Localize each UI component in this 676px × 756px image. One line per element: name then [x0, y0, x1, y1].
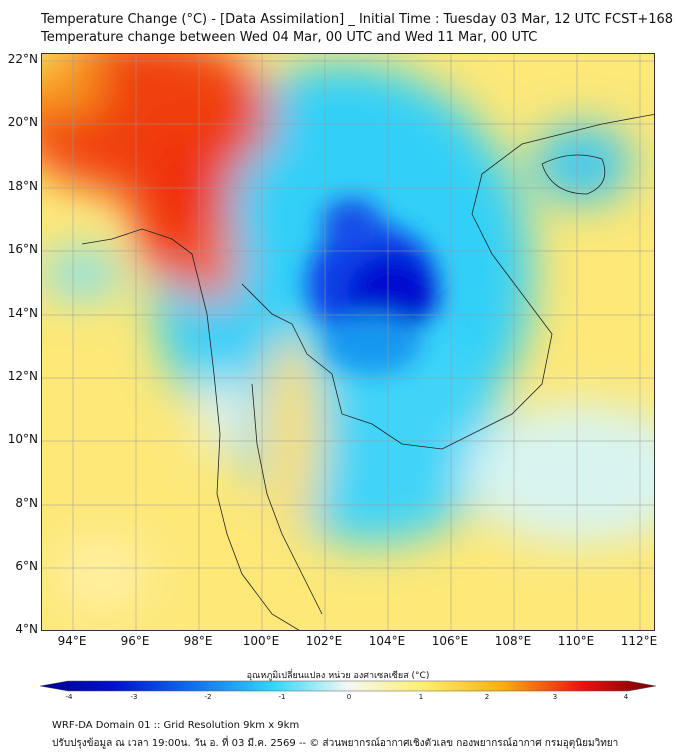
lat-label: 14°N [7, 306, 38, 320]
lat-label: 6°N [15, 559, 38, 573]
colorbar-tick: 2 [484, 693, 490, 701]
colorbar-tick: -3 [130, 693, 138, 701]
chart-title: Temperature Change (°C) - [Data Assimila… [41, 12, 674, 27]
colorbar-tick: -1 [278, 693, 286, 701]
lon-label: 102°E [305, 634, 343, 648]
lon-label: 106°E [431, 634, 469, 648]
colorbar-tick: 0 [346, 693, 352, 701]
chart-subtitle: Temperature change between Wed 04 Mar, 0… [41, 30, 538, 45]
lat-label: 10°N [7, 432, 38, 446]
lon-label: 94°E [57, 634, 87, 648]
colorbar-tick: 1 [418, 693, 424, 701]
lon-label: 108°E [494, 634, 532, 648]
lat-label: 20°N [7, 115, 38, 129]
lat-label: 12°N [7, 369, 38, 383]
temperature-change-map [41, 53, 655, 631]
footer-domain-info: WRF-DA Domain 01 :: Grid Resolution 9km … [52, 720, 300, 731]
lat-label: 16°N [7, 242, 38, 256]
lon-label: 100°E [242, 634, 280, 648]
lat-label: 22°N [7, 52, 38, 66]
lon-label: 96°E [120, 634, 150, 648]
colorbar-label: อุณหภูมิเปลี่ยนแปลง หน่วย องศาเซลเซียส (… [246, 671, 430, 681]
coastlines [81, 113, 654, 630]
lat-label: 18°N [7, 179, 38, 193]
lat-label: 4°N [15, 622, 38, 636]
colorbar-tick: -4 [65, 693, 73, 701]
colorbar-tick: -2 [204, 693, 212, 701]
colorbar-tick: 4 [623, 693, 629, 701]
colorbar [40, 680, 656, 692]
colorbar-tick: 3 [552, 693, 558, 701]
lon-label: 112°E [620, 634, 658, 648]
lat-label: 8°N [15, 496, 38, 510]
lon-label: 98°E [183, 634, 213, 648]
lon-label: 110°E [557, 634, 595, 648]
footer-update-info: ปรับปรุงข้อมูล ณ เวลา 19:00น. วัน อ. ที่… [52, 738, 619, 749]
lon-label: 104°E [368, 634, 406, 648]
